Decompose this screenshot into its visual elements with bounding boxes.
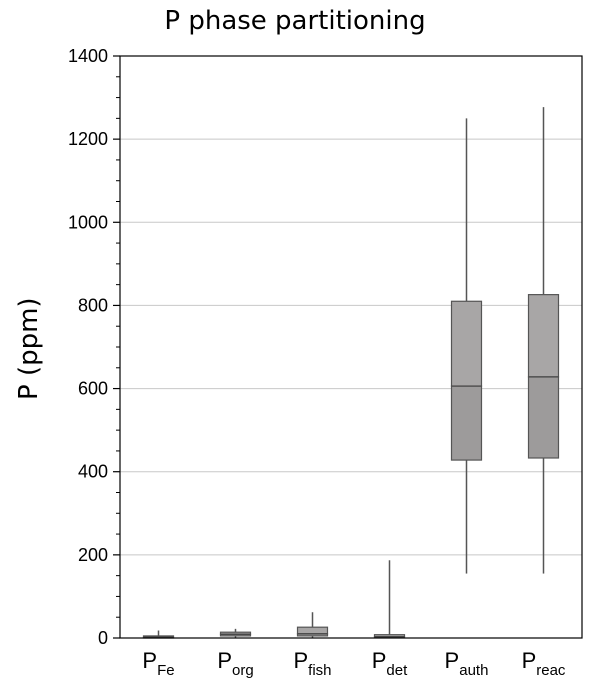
category-subscript: org	[232, 662, 254, 679]
plot-frame	[119, 55, 583, 639]
category-base: P	[445, 648, 460, 673]
x-category-label: Porg	[217, 648, 253, 679]
y-tick-label: 800	[78, 295, 108, 315]
category-subscript: fish	[308, 662, 331, 679]
x-category-label: PFe	[142, 648, 174, 679]
category-subscript: Fe	[157, 662, 175, 679]
grid-lines	[120, 138, 582, 556]
category-base: P	[522, 648, 537, 673]
box-lower-half	[450, 385, 483, 461]
box-series	[142, 107, 560, 639]
category-subscript: reac	[536, 662, 566, 679]
box-upper-half	[527, 294, 560, 378]
category-base: P	[293, 648, 308, 673]
x-category-label: Preac	[522, 648, 566, 679]
category-base: P	[372, 648, 387, 673]
y-tick-label: 400	[78, 462, 108, 482]
category-base: P	[142, 648, 157, 673]
y-tick-label: 1400	[68, 46, 108, 66]
x-category-label: Pauth	[445, 648, 489, 679]
category-base: P	[217, 648, 232, 673]
box-lower-half	[527, 376, 560, 459]
y-tick-label: 1000	[68, 212, 108, 232]
chart-title: P phase partitioning	[164, 6, 426, 36]
box-upper-half	[450, 300, 483, 387]
x-category-label: Pfish	[293, 648, 331, 679]
y-axis: 0 200 400 600 800 1000 1200 1400	[68, 46, 120, 648]
y-tick-label: 1200	[68, 129, 108, 149]
y-tick-label: 200	[78, 545, 108, 565]
y-tick-label: 600	[78, 379, 108, 399]
category-subscript: auth	[459, 662, 488, 679]
x-category-label: Pdet	[372, 648, 408, 679]
x-axis-categories: PFe Porg Pfish Pdet Pauth Preac	[142, 648, 566, 679]
box-upper-half	[296, 626, 329, 635]
category-subscript: det	[386, 662, 408, 679]
y-tick-label: 0	[98, 628, 108, 648]
